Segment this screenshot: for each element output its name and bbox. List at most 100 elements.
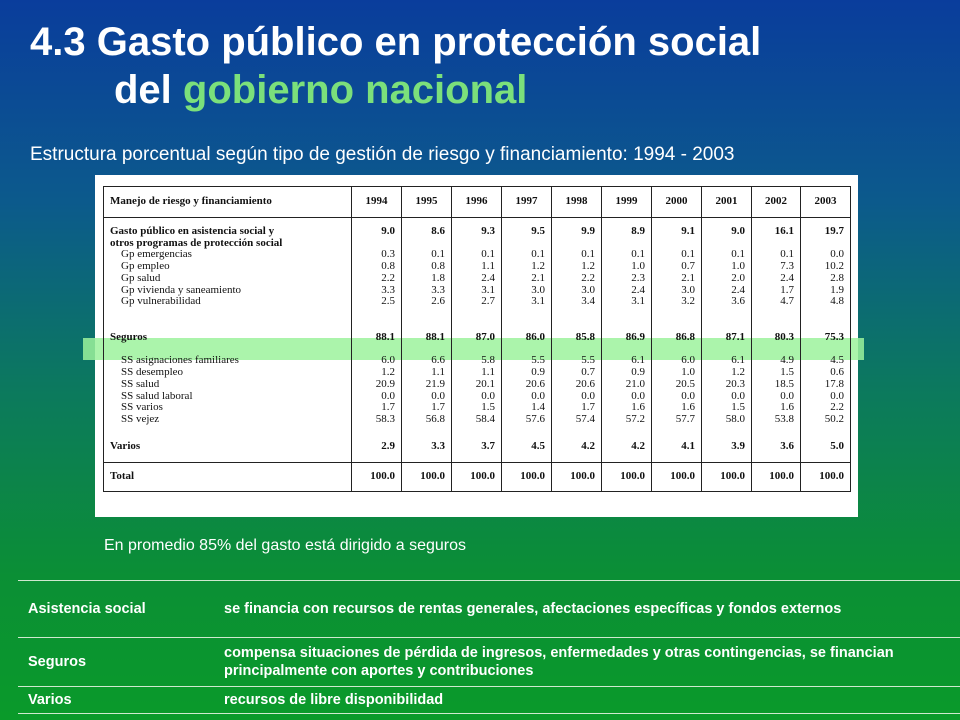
item-label: Gp emergencias xyxy=(121,248,192,261)
value-cell: 3.6 xyxy=(751,432,801,463)
value-cell: 87.1 6.1 1.2 20.3 0.0 1.5 58.0 xyxy=(701,326,752,432)
value-cell: 100.0 xyxy=(651,462,702,492)
value-cell: 100.0 xyxy=(701,462,752,492)
item-value: 5.5 xyxy=(531,354,545,367)
item-value: 2.4 xyxy=(481,271,495,284)
item-label: Gp salud xyxy=(121,271,161,284)
group-total-value: 88.1 xyxy=(425,331,445,343)
item-value: 2.0 xyxy=(731,271,745,284)
item-value: 0.0 xyxy=(381,389,395,402)
value-cell: 9.5 0.1 1.2 2.1 3.0 3.1 xyxy=(501,217,552,326)
item-label: SS asignaciones familiares xyxy=(121,354,239,367)
item-value: 1.1 xyxy=(481,366,495,379)
group-seguros-label: Seguros SS asignaciones familiares SS des… xyxy=(103,326,352,432)
row-total-label: Total xyxy=(103,462,352,492)
definition-row: Seguros compensa situaciones de pérdida … xyxy=(18,637,960,687)
value-cell: 88.1 6.6 1.1 21.9 0.0 1.7 56.8 xyxy=(401,326,452,432)
value-cell: 86.9 6.1 0.9 21.0 0.0 1.6 57.2 xyxy=(601,326,652,432)
item-value: 2.4 xyxy=(731,283,745,296)
group-total-value: 8.9 xyxy=(631,225,645,237)
year-header: 2001 xyxy=(701,186,752,218)
item-value: 4.7 xyxy=(780,295,794,308)
item-value: 0.6 xyxy=(830,366,844,379)
item-value: 2.2 xyxy=(830,401,844,414)
title-line2: del gobierno nacional xyxy=(30,66,761,114)
item-value: 0.0 xyxy=(481,389,495,402)
definition-row: Varios recursos de libre disponibilidad xyxy=(18,686,960,714)
year-header: 1997 xyxy=(501,186,552,218)
item-value: 0.0 xyxy=(731,389,745,402)
group-seguros-row: Seguros SS asignaciones familiares SS des… xyxy=(103,326,851,432)
item-value: 0.3 xyxy=(381,248,395,261)
item-value: 6.0 xyxy=(681,354,695,367)
item-value: 3.3 xyxy=(431,283,445,296)
item-label: SS salud laboral xyxy=(121,389,193,402)
item-value: 3.4 xyxy=(581,295,595,308)
value-cell: 4.5 xyxy=(501,432,552,463)
group-total-value: 9.3 xyxy=(481,225,495,237)
item-value: 2.3 xyxy=(631,271,645,284)
value-cell: 80.3 4.9 1.5 18.5 0.0 1.6 53.8 xyxy=(751,326,801,432)
item-value: 0.9 xyxy=(631,366,645,379)
value-cell: 100.0 xyxy=(800,462,851,492)
item-value: 0.0 xyxy=(531,389,545,402)
item-value: 20.1 xyxy=(475,377,495,390)
group-total-value: 9.9 xyxy=(581,225,595,237)
item-value: 57.2 xyxy=(625,412,645,425)
summary-note: En promedio 85% del gasto está dirigido … xyxy=(104,537,466,554)
group-total-value: 19.7 xyxy=(824,225,844,237)
item-value: 2.6 xyxy=(431,295,445,308)
row-varios: Varios 2.9 3.3 3.7 4.5 4.2 4.2 4.1 3.9 3.6 5.0 xyxy=(103,432,851,463)
item-value: 21.0 xyxy=(625,377,645,390)
value-cell: 8.6 0.1 0.8 1.8 3.3 2.6 xyxy=(401,217,452,326)
item-value: 3.3 xyxy=(381,283,395,296)
year-header: 1994 xyxy=(351,186,402,218)
value-cell: 4.2 xyxy=(551,432,602,463)
value-cell: 100.0 xyxy=(601,462,652,492)
item-value: 20.6 xyxy=(575,377,595,390)
item-value: 2.1 xyxy=(531,271,545,284)
item-value: 0.0 xyxy=(581,389,595,402)
item-value: 17.8 xyxy=(824,377,844,390)
definition-term: Varios xyxy=(18,686,218,714)
item-value: 2.1 xyxy=(681,271,695,284)
value-cell: 4.1 xyxy=(651,432,702,463)
item-value: 3.2 xyxy=(681,295,695,308)
group-total-value: 88.1 xyxy=(375,331,395,343)
value-cell: 4.2 xyxy=(601,432,652,463)
item-value: 1.7 xyxy=(780,283,794,296)
item-value: 0.1 xyxy=(780,248,794,261)
group-total-value: 16.1 xyxy=(774,225,794,237)
group-total-value: 87.0 xyxy=(475,331,495,343)
item-value: 3.0 xyxy=(531,283,545,296)
value-cell: 100.0 xyxy=(351,462,402,492)
item-value: 1.2 xyxy=(381,366,395,379)
slide-title: 4.3 Gasto público en protección social d… xyxy=(30,18,761,114)
item-label: Gp vulnerabilidad xyxy=(121,295,201,308)
item-value: 18.5 xyxy=(774,377,794,390)
title-line1: 4.3 Gasto público en protección social xyxy=(30,20,762,64)
item-value: 5.5 xyxy=(581,354,595,367)
item-value: 1.0 xyxy=(681,366,695,379)
item-value: 0.7 xyxy=(681,260,695,273)
slide-subtitle: Estructura porcentual según tipo de gest… xyxy=(30,144,735,165)
value-cell: 9.3 0.1 1.1 2.4 3.1 2.7 xyxy=(451,217,502,326)
value-cell: 3.9 xyxy=(701,432,752,463)
item-value: 57.7 xyxy=(675,412,695,425)
definition-desc: compensa situaciones de pérdida de ingre… xyxy=(218,637,960,687)
item-value: 6.1 xyxy=(731,354,745,367)
row-varios-label: Varios xyxy=(103,432,352,463)
definitions-table: Asistencia social se financia con recurs… xyxy=(18,580,960,714)
definition-term: Asistencia social xyxy=(18,580,218,638)
item-value: 1.9 xyxy=(830,283,844,296)
group2-label: Seguros xyxy=(110,331,148,343)
item-value: 0.1 xyxy=(481,248,495,261)
group-total-value: 86.8 xyxy=(675,331,695,343)
item-value: 1.1 xyxy=(481,260,495,273)
item-value: 0.0 xyxy=(631,389,645,402)
item-value: 0.7 xyxy=(581,366,595,379)
item-value: 50.2 xyxy=(824,412,844,425)
year-header: 2000 xyxy=(651,186,702,218)
item-value: 1.7 xyxy=(431,401,445,414)
item-value: 0.9 xyxy=(531,366,545,379)
